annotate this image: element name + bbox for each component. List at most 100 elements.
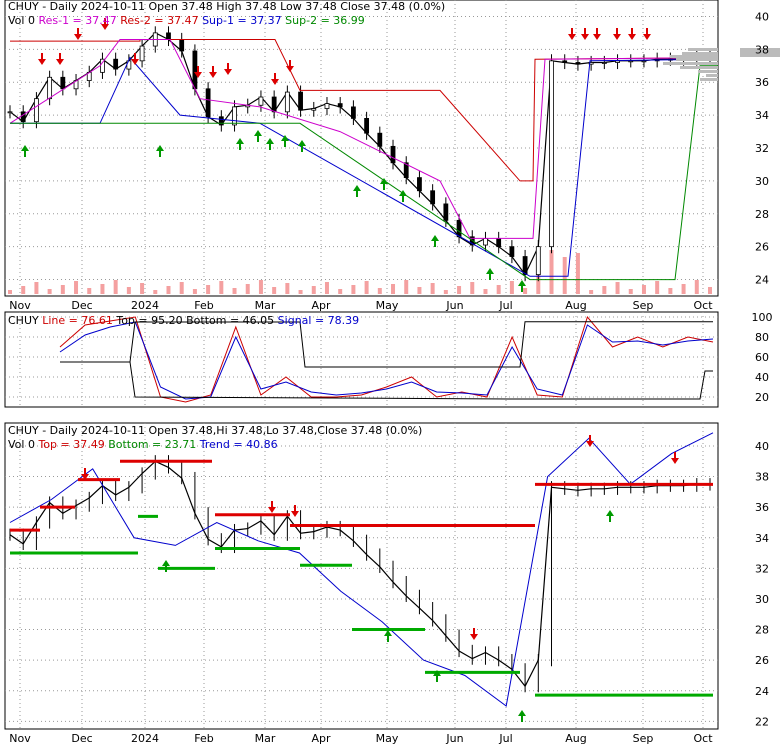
x-tick-label: Oct [693,299,713,312]
sell-arrow [209,66,217,78]
trend-y-tick-label: 40 [755,440,769,453]
res-1-line [9,39,719,239]
volume-bar [192,289,197,294]
trend-buy-arrow [518,710,526,722]
x-tick-label: Sep [633,299,654,312]
volume-bar [166,286,171,294]
volume-bar [179,282,184,294]
candle-body [60,76,66,90]
trend-panel-frame [4,422,719,730]
trend-y-tick-label: 22 [755,715,769,728]
candle-body [113,58,119,70]
volume-bar [457,286,462,294]
price-y-tick-label: 32 [755,142,769,155]
candle-body [483,238,488,246]
volume-bar [21,286,26,294]
sell-arrow [38,53,46,65]
sell-arrow [581,28,589,40]
candle-body [298,91,303,111]
sell-arrow [56,53,64,65]
trend-sell-arrow [268,501,276,513]
volume-bar [245,284,250,294]
volume-bar [417,287,422,294]
x-tick-label: Dec [71,299,92,312]
volume-bar [351,285,356,294]
price-panel-plot [7,18,780,294]
price-legend-item-1: Res-1 = 37.47 [35,14,117,27]
volume-bar [311,286,316,294]
volume-bar [8,290,12,294]
trend-sell-arrow [671,452,679,464]
oscillator-top-line [60,321,713,368]
sell-arrow [224,63,232,75]
x-tick-label: May [376,299,399,312]
oscillator-legend-item-4: Signal = 78.39 [274,314,359,327]
trend-sell-arrow [291,505,299,517]
sell-arrow [613,28,621,40]
price-legend-item-3: Sup-1 = 37.37 [199,14,282,27]
volume-bar [404,280,409,294]
trend-price-line [9,460,711,688]
buy-arrow [486,268,494,280]
x-tick-label: Jul [498,732,512,745]
buy-arrow [298,140,306,152]
candle-body [7,111,13,114]
volume-profile-bar [688,48,718,51]
volume-bar [113,280,118,294]
x-tick-label: Nov [9,732,31,745]
buy-arrow [266,138,274,150]
candle-body [47,76,53,100]
volume-bar [668,288,673,294]
buy-arrow [236,138,244,150]
candle-body [20,111,26,123]
price-y-tick-label: 34 [755,109,769,122]
oscillator-panel-legend: CHUY Line = 76.61 Top = 95.20 Bottom = 4… [8,314,359,327]
volume-bar [523,288,528,294]
trend-buy-arrow [162,560,170,572]
volume-profile-bar [698,70,718,73]
x-tick-label: 2024 [131,299,159,312]
trend-y-tick-label: 36 [755,501,769,514]
x-tick-label: 2024 [131,732,159,745]
candle-body [562,60,568,63]
volume-bar [34,282,39,294]
trend-legend-item-3: Trend = 40.86 [196,438,277,451]
trend-buy-arrow [606,510,614,522]
candle-body [601,62,607,64]
candle-body [284,91,290,113]
candle-body [311,108,317,111]
trend-legend-item-2: Bottom = 23.71 [105,438,197,451]
sell-arrow [74,28,82,40]
trend-y-tick-label: 32 [755,562,769,575]
price-y-tick-label: 36 [755,76,769,89]
volume-profile-bar [700,78,718,81]
volume-profile-bar [740,48,780,57]
oscillator-y-tick-label: 60 [755,351,769,364]
volume-bar [562,257,567,294]
volume-bar [641,285,646,294]
oscillator-legend-item-0: CHUY [8,314,39,327]
candle-body [271,96,277,113]
volume-bar [153,290,158,294]
buy-arrow [281,135,289,147]
sell-arrow [643,28,651,40]
volume-bar [87,288,92,294]
x-tick-label: Oct [693,732,713,745]
sell-arrow [101,18,109,30]
candle-body [430,190,436,205]
volume-bar [258,280,263,294]
trend-y-tick-label: 34 [755,532,769,545]
x-tick-label: Mar [255,732,276,745]
price-panel-title: CHUY - Daily 2024-10-11 Open 37.48 High … [8,0,445,13]
buy-arrow [254,130,262,142]
volume-bar [615,282,620,294]
volume-bar [338,289,343,294]
candle-body [364,118,370,134]
candle-body [337,103,343,108]
volume-bar [377,288,382,294]
volume-bar [100,284,105,294]
candle-body [166,32,171,40]
volume-profile-bar [670,55,718,58]
sell-arrow [271,73,279,85]
